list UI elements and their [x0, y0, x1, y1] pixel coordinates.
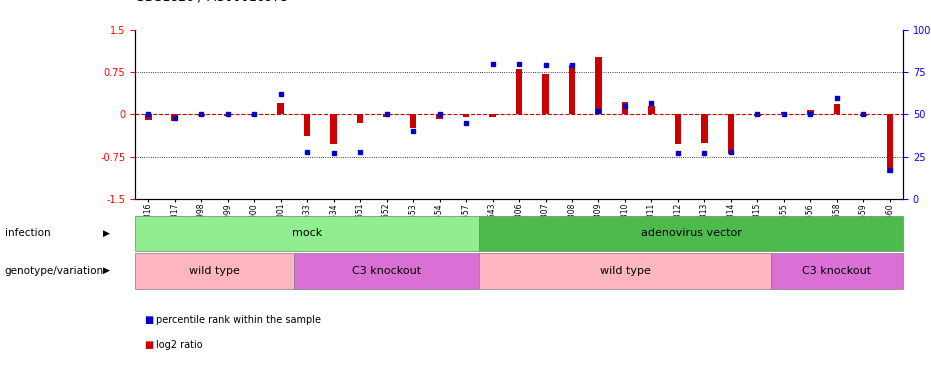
Bar [224, 114, 231, 116]
Bar [437, 114, 443, 119]
Text: infection: infection [5, 228, 50, 238]
Bar [463, 114, 469, 117]
Text: wild type: wild type [600, 266, 651, 276]
Bar [754, 114, 761, 116]
Text: C3 knockout: C3 knockout [803, 266, 871, 276]
Bar [675, 114, 681, 144]
Bar [780, 112, 788, 114]
Text: C3 knockout: C3 knockout [352, 266, 421, 276]
Bar [489, 114, 496, 117]
Bar [516, 69, 522, 114]
Bar [384, 114, 390, 117]
Text: ■: ■ [144, 340, 154, 350]
Text: wild type: wild type [189, 266, 240, 276]
Bar [277, 103, 284, 114]
Text: log2 ratio: log2 ratio [156, 340, 203, 350]
Text: GDS1826 / M300016975: GDS1826 / M300016975 [135, 0, 289, 4]
Bar [357, 114, 363, 123]
Text: mock: mock [292, 228, 322, 238]
Bar [304, 114, 310, 136]
Bar [171, 114, 178, 121]
Bar [833, 104, 840, 114]
Text: ▶: ▶ [103, 229, 110, 238]
Bar [728, 114, 735, 154]
Bar [569, 65, 575, 114]
Bar [807, 110, 814, 114]
Bar [860, 114, 867, 116]
Bar [595, 57, 601, 114]
Text: ▶: ▶ [103, 266, 110, 275]
Bar [250, 114, 258, 116]
Text: adenovirus vector: adenovirus vector [641, 228, 742, 238]
Bar [622, 102, 628, 114]
Bar [410, 114, 416, 128]
Bar [198, 114, 205, 116]
Bar [886, 114, 893, 173]
Text: genotype/variation: genotype/variation [5, 266, 103, 276]
Bar [331, 114, 337, 144]
Bar [145, 114, 152, 120]
Bar [701, 114, 708, 142]
Bar [648, 106, 654, 114]
Text: ■: ■ [144, 315, 154, 326]
Bar [542, 74, 549, 114]
Text: percentile rank within the sample: percentile rank within the sample [156, 315, 321, 326]
